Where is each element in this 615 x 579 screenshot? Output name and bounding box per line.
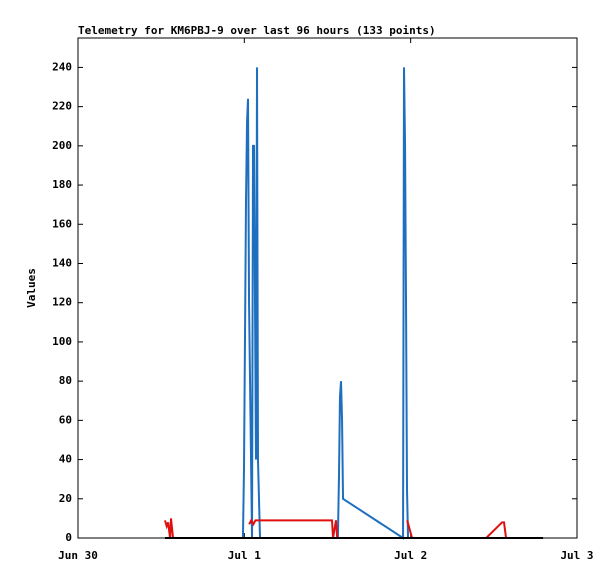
- y-axis-label: Values: [25, 268, 38, 308]
- x-tick-label: Jul 1: [228, 549, 261, 562]
- y-tick-label: 160: [52, 217, 72, 230]
- x-tick-label: Jun 30: [58, 549, 98, 562]
- y-tick-label: 180: [52, 178, 72, 191]
- y-tick-label: 0: [65, 531, 72, 544]
- series-line: [241, 67, 410, 540]
- x-tick-label: Jul 3: [560, 549, 593, 562]
- x-tick-label: Jul 2: [394, 549, 427, 562]
- y-tick-label: 100: [52, 335, 72, 348]
- y-tick-label: 120: [52, 296, 72, 309]
- y-tick-label: 80: [59, 374, 72, 387]
- y-tick-label: 140: [52, 256, 72, 269]
- y-tick-label: 240: [52, 60, 72, 73]
- y-tick-label: 60: [59, 413, 72, 426]
- y-tick-label: 220: [52, 100, 72, 113]
- series-line: [164, 518, 508, 539]
- y-tick-label: 40: [59, 453, 72, 466]
- y-tick-label: 20: [59, 492, 72, 505]
- y-tick-label: 200: [52, 139, 72, 152]
- plot-frame: [77, 37, 578, 539]
- chart-title: Telemetry for KM6PBJ-9 over last 96 hour…: [78, 24, 436, 37]
